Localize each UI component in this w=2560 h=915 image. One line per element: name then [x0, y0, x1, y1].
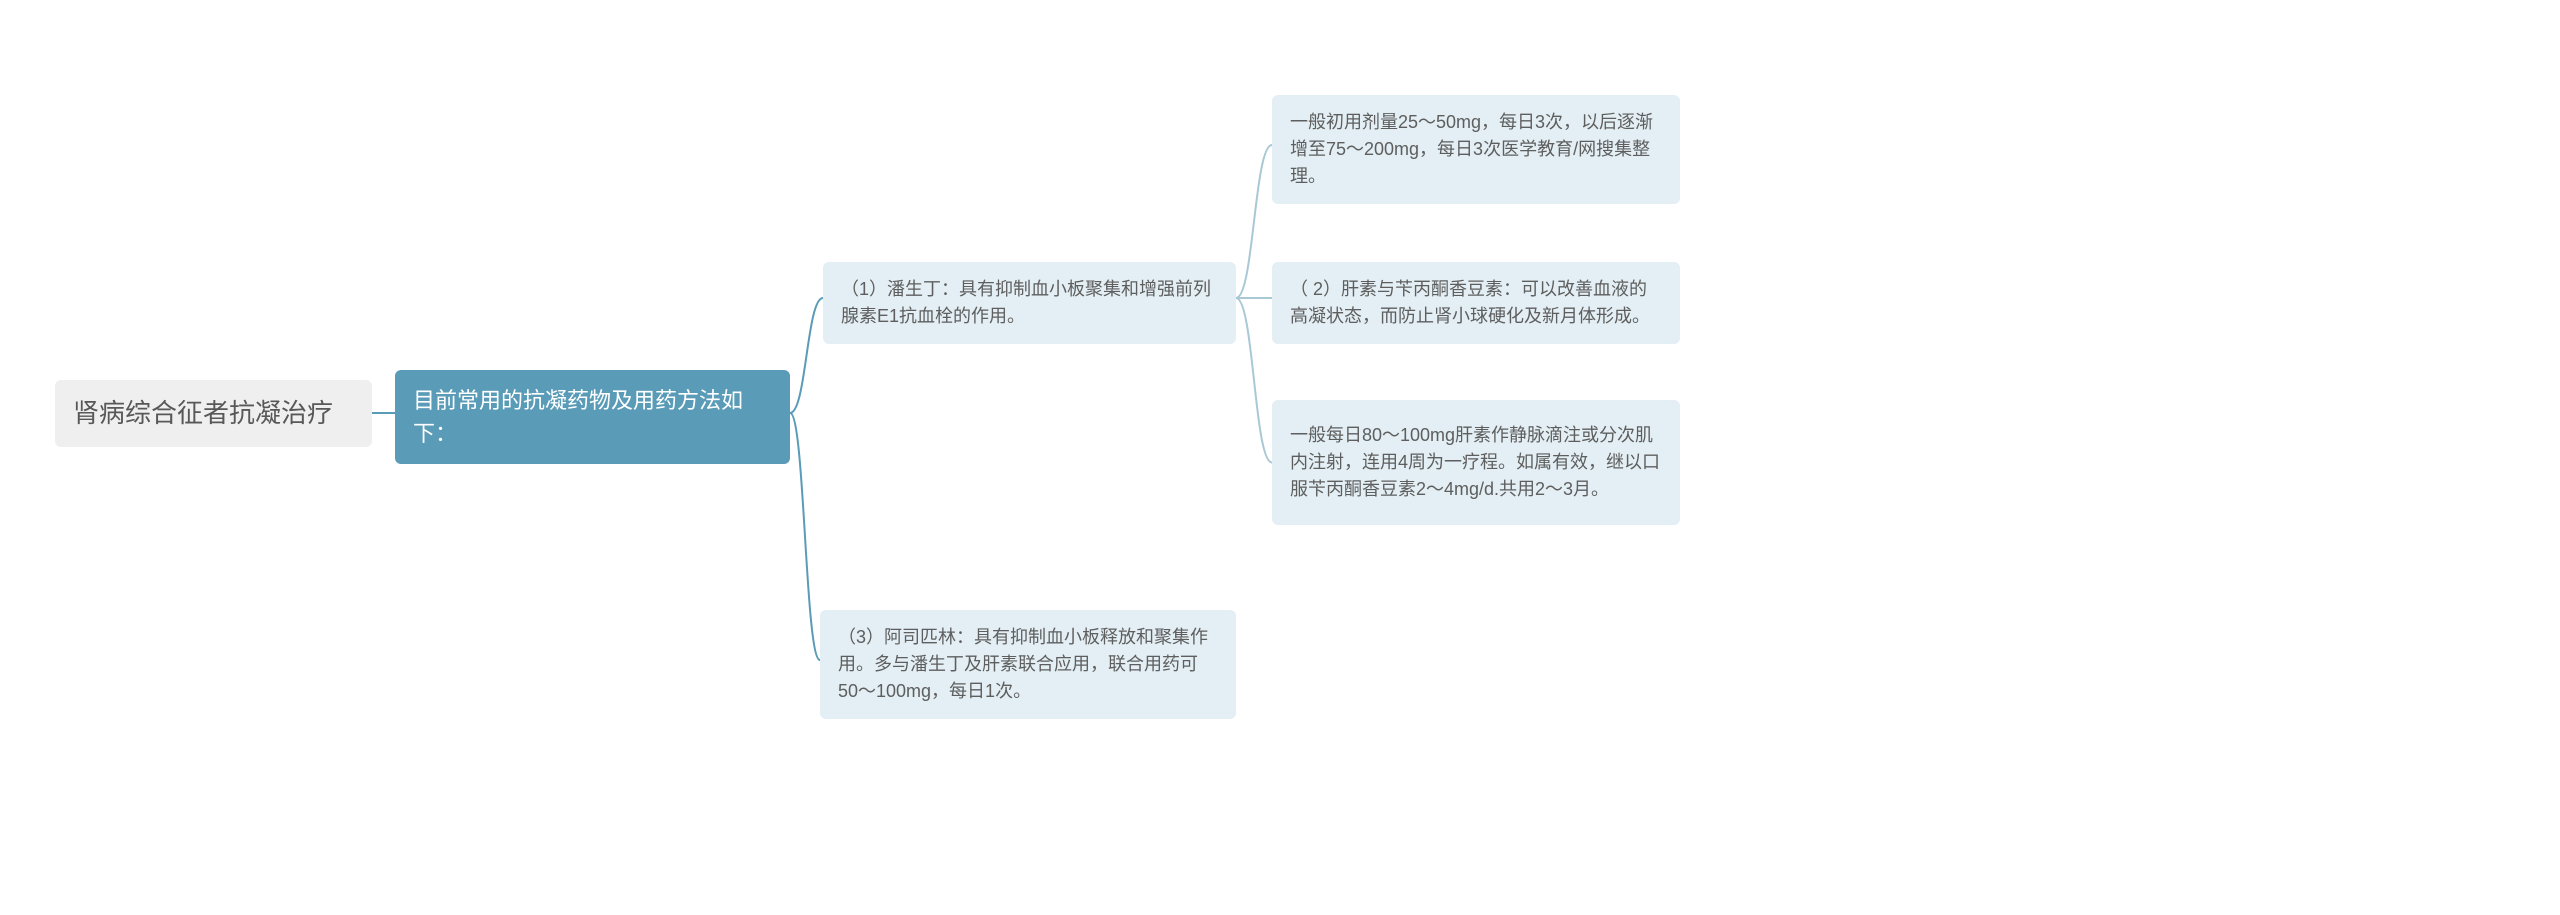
level2-label: （1）潘生丁：具有抑制血小板聚集和增强前列腺素E1抗血栓的作用。 — [841, 276, 1218, 330]
level2-label: （3）阿司匹林：具有抑制血小板释放和聚集作用。多与潘生丁及肝素联合应用，联合用药… — [838, 624, 1218, 705]
level3-label: （ 2）肝素与苄丙酮香豆素：可以改善血液的高凝状态，而防止肾小球硬化及新月体形成… — [1290, 276, 1662, 330]
mindmap-level3-item-a: 一般初用剂量25～50mg，每日3次，以后逐渐增至75～200mg，每日3次医学… — [1272, 95, 1680, 204]
level3-label: 一般每日80～100mg肝素作静脉滴注或分次肌内注射，连用4周为一疗程。如属有效… — [1290, 422, 1662, 503]
mindmap-level2-item-3: （3）阿司匹林：具有抑制血小板释放和聚集作用。多与潘生丁及肝素联合应用，联合用药… — [820, 610, 1236, 719]
level3-label: 一般初用剂量25～50mg，每日3次，以后逐渐增至75～200mg，每日3次医学… — [1290, 109, 1662, 190]
mindmap-level1: 目前常用的抗凝药物及用药方法如下： — [395, 370, 790, 464]
mindmap-level2-item-1: （1）潘生丁：具有抑制血小板聚集和增强前列腺素E1抗血栓的作用。 — [823, 262, 1236, 344]
mindmap-level3-item-b: （ 2）肝素与苄丙酮香豆素：可以改善血液的高凝状态，而防止肾小球硬化及新月体形成… — [1272, 262, 1680, 344]
level1-label: 目前常用的抗凝药物及用药方法如下： — [413, 384, 772, 450]
root-label: 肾病综合征者抗凝治疗 — [73, 394, 333, 433]
mindmap-level3-item-c: 一般每日80～100mg肝素作静脉滴注或分次肌内注射，连用4周为一疗程。如属有效… — [1272, 400, 1680, 525]
mindmap-root: 肾病综合征者抗凝治疗 — [55, 380, 372, 447]
